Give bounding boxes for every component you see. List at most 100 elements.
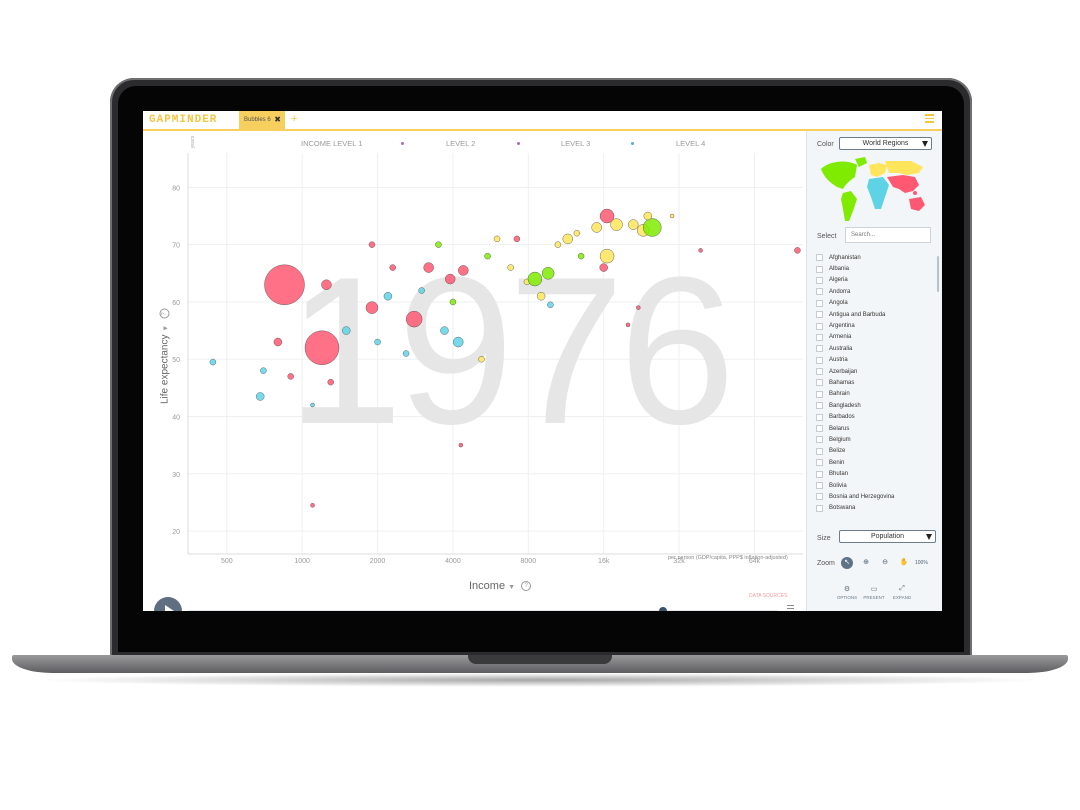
size-dropdown[interactable]: Population xyxy=(839,530,936,543)
country-bubble[interactable] xyxy=(669,213,675,219)
tab-bubbles[interactable]: Bubbles 6 ✖ xyxy=(239,111,285,129)
country-item[interactable]: Belize xyxy=(816,446,938,457)
country-bubble[interactable] xyxy=(342,326,351,335)
country-checkbox[interactable] xyxy=(816,299,823,307)
country-bubble[interactable] xyxy=(484,252,491,260)
expand-button[interactable]: ⤢ EXPAND xyxy=(887,585,917,600)
country-bubble[interactable] xyxy=(453,336,464,348)
country-checkbox[interactable] xyxy=(816,322,823,330)
country-bubble[interactable] xyxy=(405,310,423,328)
country-bubble[interactable] xyxy=(418,287,425,294)
country-bubble[interactable] xyxy=(562,233,573,245)
country-bubble[interactable] xyxy=(389,264,396,271)
country-list-scrollbar[interactable] xyxy=(937,256,939,292)
country-checkbox[interactable] xyxy=(816,311,823,319)
country-checkbox[interactable] xyxy=(816,276,823,284)
country-bubble[interactable] xyxy=(573,229,581,237)
country-checkbox[interactable] xyxy=(816,254,823,262)
country-checkbox[interactable] xyxy=(816,447,823,455)
country-bubble[interactable] xyxy=(628,219,639,230)
country-item[interactable]: Barbados xyxy=(816,411,938,422)
country-checkbox[interactable] xyxy=(816,265,823,273)
country-checkbox[interactable] xyxy=(816,413,823,421)
pointer-icon[interactable]: ↖ xyxy=(841,557,853,569)
country-item[interactable]: Botswana xyxy=(816,503,938,514)
country-bubble[interactable] xyxy=(547,301,554,309)
country-bubble[interactable] xyxy=(310,503,315,508)
close-icon[interactable]: ✖ xyxy=(274,115,281,124)
country-bubble[interactable] xyxy=(440,326,449,335)
country-bubble[interactable] xyxy=(365,301,379,314)
data-sources-link[interactable]: DATA SOURCES xyxy=(749,593,788,599)
country-bubble[interactable] xyxy=(591,222,602,233)
country-item[interactable]: Azerbaijan xyxy=(816,366,938,377)
country-item[interactable]: Belarus xyxy=(816,423,938,434)
country-checkbox[interactable] xyxy=(816,333,823,341)
country-bubble[interactable] xyxy=(643,211,652,221)
help-icon[interactable]: ? xyxy=(521,581,532,592)
country-bubble[interactable] xyxy=(794,247,801,254)
country-checkbox[interactable] xyxy=(816,288,823,296)
country-checkbox[interactable] xyxy=(816,459,823,467)
country-bubble[interactable] xyxy=(423,262,434,273)
country-checkbox[interactable] xyxy=(816,356,823,364)
country-bubble[interactable] xyxy=(577,252,585,260)
zoom-in-icon[interactable]: ⊕ xyxy=(863,559,869,566)
country-bubble[interactable] xyxy=(260,367,267,374)
country-item[interactable]: Bolivia xyxy=(816,480,938,491)
country-bubble[interactable] xyxy=(383,292,393,301)
country-checkbox[interactable] xyxy=(816,379,823,387)
country-bubble[interactable] xyxy=(698,248,703,253)
country-checkbox[interactable] xyxy=(816,493,823,501)
country-checkbox[interactable] xyxy=(816,390,823,398)
country-bubble[interactable] xyxy=(513,235,521,243)
help-icon[interactable]: ? xyxy=(159,309,170,319)
country-bubble[interactable] xyxy=(599,208,615,224)
color-dropdown[interactable]: World Regions xyxy=(839,137,932,150)
country-item[interactable]: Bhutan xyxy=(816,468,938,479)
country-item[interactable]: Afghanistan xyxy=(816,252,938,263)
country-checkbox[interactable] xyxy=(816,436,823,444)
country-checkbox[interactable] xyxy=(816,470,823,478)
country-bubble[interactable] xyxy=(554,241,562,248)
hand-icon[interactable]: ✋ xyxy=(899,559,909,566)
country-checkbox[interactable] xyxy=(816,425,823,433)
country-item[interactable]: Bahamas xyxy=(816,377,938,388)
speed-icon[interactable] xyxy=(787,605,794,611)
country-bubble[interactable] xyxy=(402,350,410,357)
add-tab-button[interactable]: + xyxy=(291,113,298,125)
country-item[interactable]: Algeria xyxy=(816,275,938,286)
country-bubble[interactable] xyxy=(304,330,340,365)
country-item[interactable]: Bangladesh xyxy=(816,400,938,411)
chevron-down-icon[interactable]: ▼ xyxy=(508,584,516,591)
options-button[interactable]: ⚙ OPTIONS xyxy=(832,585,862,600)
zoom-level[interactable]: 100% xyxy=(915,560,928,566)
hamburger-menu-icon[interactable] xyxy=(925,114,934,125)
country-bubble[interactable] xyxy=(273,337,283,347)
country-item[interactable]: Antigua and Barbuda xyxy=(816,309,938,320)
country-bubble[interactable] xyxy=(541,267,555,280)
present-button[interactable]: ▭ PRESENT xyxy=(859,585,889,600)
chevron-down-icon[interactable]: ▼ xyxy=(162,324,170,332)
country-bubble[interactable] xyxy=(264,264,305,305)
country-item[interactable]: Armenia xyxy=(816,332,938,343)
country-item[interactable]: Angola xyxy=(816,298,938,309)
country-bubble[interactable] xyxy=(458,265,469,276)
country-checkbox[interactable] xyxy=(816,504,823,512)
country-bubble[interactable] xyxy=(368,241,376,248)
country-bubble[interactable] xyxy=(444,273,456,285)
country-bubble[interactable] xyxy=(435,241,442,248)
country-bubble[interactable] xyxy=(599,248,615,264)
country-bubble[interactable] xyxy=(625,322,631,328)
country-checkbox[interactable] xyxy=(816,482,823,489)
country-item[interactable]: Austria xyxy=(816,355,938,366)
country-bubble[interactable] xyxy=(256,392,265,401)
country-bubble[interactable] xyxy=(493,235,501,243)
y-axis-label[interactable]: Life expectancy ▼ ? xyxy=(160,307,171,407)
country-item[interactable]: Bahrain xyxy=(816,389,938,400)
country-checkbox[interactable] xyxy=(816,345,823,353)
country-checkbox[interactable] xyxy=(816,368,823,376)
timeline-slider-thumb[interactable] xyxy=(659,607,667,611)
country-bubble[interactable] xyxy=(287,373,294,380)
country-bubble[interactable] xyxy=(321,279,332,290)
